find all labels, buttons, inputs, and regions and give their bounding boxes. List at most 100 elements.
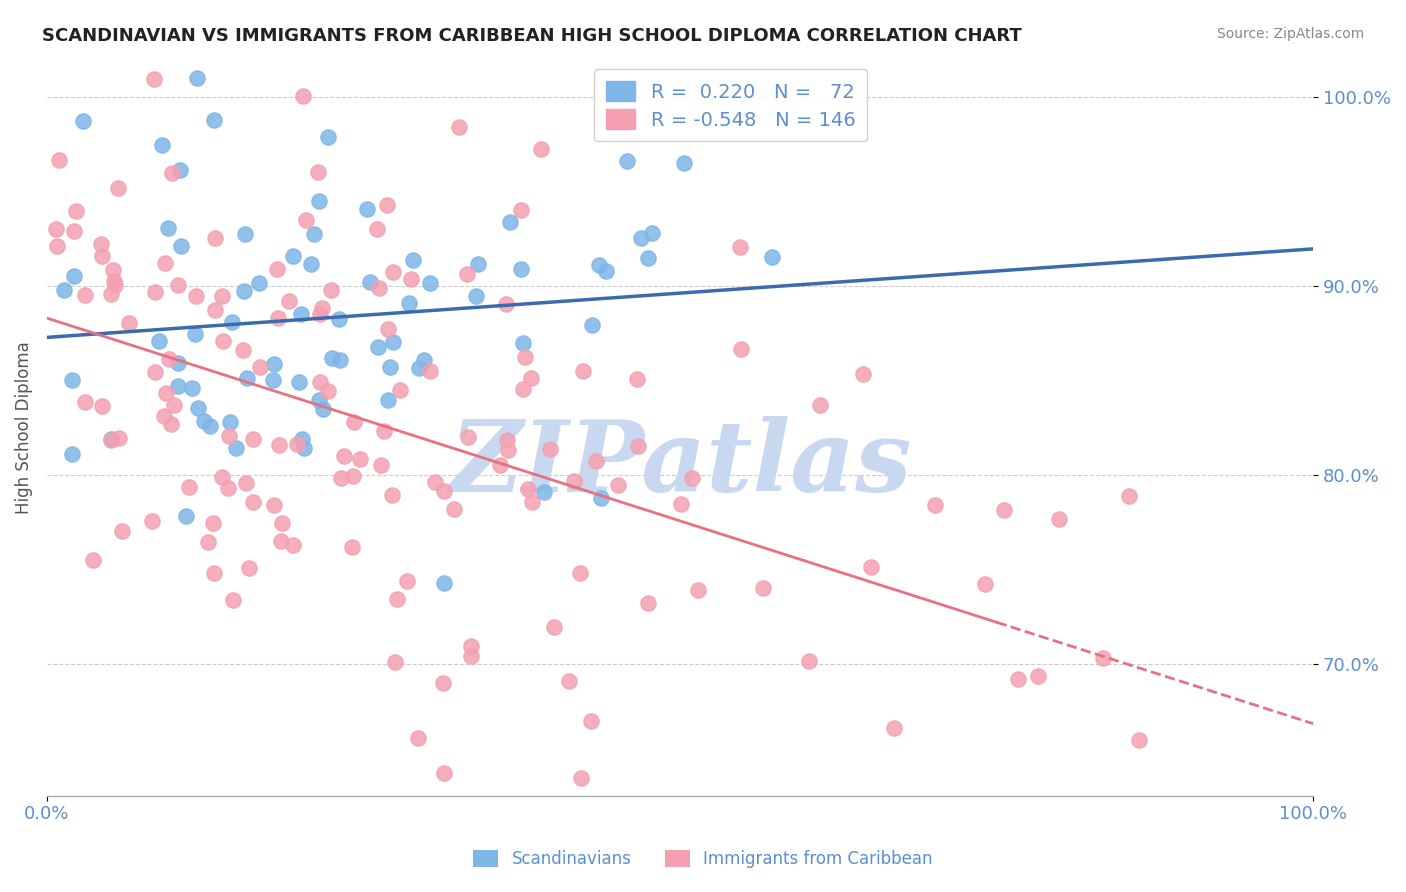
Point — [90, 249, 112, 263]
Point — [402, 252, 425, 267]
Point — [153, 409, 176, 423]
Point — [302, 227, 325, 241]
Point — [799, 654, 821, 668]
Point — [804, 846, 827, 860]
Point — [52, 283, 75, 297]
Point — [202, 516, 225, 530]
Point — [217, 481, 239, 495]
Point — [292, 89, 315, 103]
Point — [235, 475, 257, 490]
Point — [672, 156, 695, 170]
Point — [509, 203, 531, 218]
Point — [626, 372, 648, 386]
Point — [686, 583, 709, 598]
Point — [398, 295, 420, 310]
Point — [204, 231, 226, 245]
Point — [45, 238, 67, 252]
Point — [367, 340, 389, 354]
Point — [308, 307, 330, 321]
Point — [157, 221, 180, 235]
Point — [381, 265, 404, 279]
Point — [45, 221, 67, 235]
Point — [460, 649, 482, 664]
Point — [607, 477, 630, 491]
Point — [75, 288, 97, 302]
Point — [1028, 669, 1050, 683]
Point — [155, 386, 177, 401]
Point — [148, 334, 170, 349]
Point — [202, 566, 225, 580]
Point — [108, 431, 131, 445]
Point — [247, 277, 270, 291]
Point — [495, 296, 517, 310]
Point — [291, 432, 314, 446]
Point — [460, 639, 482, 653]
Point — [568, 566, 591, 580]
Point — [616, 154, 638, 169]
Point — [637, 596, 659, 610]
Point — [143, 365, 166, 379]
Point — [242, 495, 264, 509]
Point — [177, 480, 200, 494]
Point — [225, 441, 247, 455]
Point — [159, 417, 181, 431]
Point — [465, 289, 488, 303]
Text: Source: ZipAtlas.com: Source: ZipAtlas.com — [1216, 27, 1364, 41]
Point — [157, 351, 180, 366]
Point — [166, 356, 188, 370]
Point — [169, 162, 191, 177]
Point — [266, 261, 288, 276]
Point — [184, 326, 207, 341]
Point — [82, 553, 104, 567]
Point — [328, 312, 350, 326]
Point — [512, 382, 534, 396]
Point — [65, 204, 87, 219]
Point — [103, 274, 125, 288]
Point — [519, 370, 541, 384]
Point — [319, 284, 342, 298]
Point — [75, 394, 97, 409]
Point — [187, 401, 209, 415]
Point — [143, 285, 166, 300]
Point — [387, 592, 409, 607]
Point — [349, 451, 371, 466]
Point — [290, 307, 312, 321]
Point — [408, 731, 430, 746]
Point — [100, 287, 122, 301]
Point — [233, 284, 256, 298]
Point — [311, 402, 333, 417]
Point — [377, 321, 399, 335]
Point — [62, 269, 84, 284]
Point — [408, 360, 430, 375]
Point — [163, 399, 186, 413]
Point — [730, 343, 752, 357]
Point — [340, 540, 363, 554]
Point — [495, 433, 517, 447]
Point — [808, 398, 831, 412]
Point — [181, 381, 204, 395]
Point — [538, 442, 561, 456]
Point — [1128, 732, 1150, 747]
Point — [433, 766, 456, 780]
Point — [111, 524, 134, 539]
Point — [267, 438, 290, 452]
Y-axis label: High School Diploma: High School Diploma — [15, 342, 32, 514]
Point — [166, 379, 188, 393]
Point — [433, 484, 456, 499]
Point — [432, 676, 454, 690]
Point — [581, 318, 603, 332]
Point — [456, 268, 478, 282]
Point — [373, 424, 395, 438]
Point — [562, 474, 585, 488]
Point — [515, 351, 537, 365]
Point — [141, 515, 163, 529]
Point — [270, 533, 292, 548]
Point — [72, 114, 94, 128]
Point — [219, 415, 242, 429]
Legend: Scandinavians, Immigrants from Caribbean: Scandinavians, Immigrants from Caribbean — [467, 843, 939, 875]
Point — [449, 120, 471, 134]
Point — [924, 498, 946, 512]
Point — [1047, 512, 1070, 526]
Point — [395, 574, 418, 588]
Point — [176, 508, 198, 523]
